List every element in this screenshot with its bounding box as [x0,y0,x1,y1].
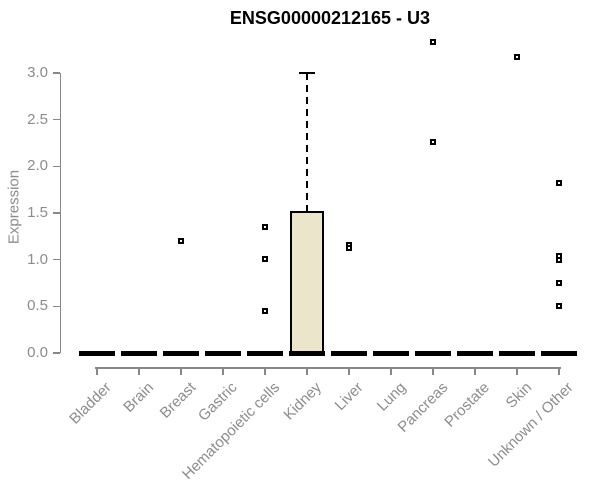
outlier-point [178,238,184,244]
x-tick-label: Lung [373,379,410,415]
x-tick [390,367,392,375]
outlier-point [430,39,436,46]
y-tick-label: 2.5 [27,110,48,128]
x-tick [96,367,98,375]
whisker-cap [299,72,315,74]
x-tick-label: Breast [156,379,200,422]
median-bar [541,350,577,356]
y-tick [53,165,60,168]
y-tick-label: 1.0 [27,250,48,268]
x-tick-label: Kidney [280,379,326,424]
x-tick [222,367,224,375]
outlier-point [262,224,268,230]
median-bar [331,350,367,356]
y-tick-label: 2.0 [27,157,48,175]
x-tick [264,367,266,375]
outlier-point [262,255,268,262]
outlier-point [556,280,562,286]
x-tick-label: Bladder [66,379,116,428]
y-tick-label: 0.5 [27,297,48,315]
x-tick-label: Brain [120,379,158,416]
x-tick [138,367,140,375]
y-tick-label: 3.0 [27,64,48,81]
y-tick [53,72,60,74]
y-axis-line [59,73,61,353]
x-tick [432,367,434,375]
box [290,211,324,353]
y-tick-label: 1.5 [27,204,48,221]
median-bar [121,350,157,356]
median-bar [163,350,199,356]
median-bar [373,350,409,356]
outlier-point [346,244,352,251]
median-bar [289,350,325,356]
y-tick [53,118,60,121]
x-tick [348,367,350,375]
chart-title: ENSG00000212165 - U3 [229,8,431,28]
median-bar [247,350,283,356]
y-tick-label: 0.0 [27,344,48,361]
x-tick-label: Liver [332,379,368,415]
x-tick [558,367,560,375]
x-tick [516,367,518,375]
median-bar [205,350,241,356]
y-tick [53,212,60,214]
y-tick [53,258,60,261]
x-tick [306,367,308,375]
outlier-point [556,256,562,263]
median-bar [499,350,535,356]
y-tick [53,305,60,308]
outlier-point [514,54,520,61]
x-tick-label: Skin [502,379,536,412]
outlier-point [556,303,562,310]
x-tick [180,367,182,375]
x-tick [474,367,476,375]
y-tick [53,352,60,354]
median-bar [457,350,493,356]
x-axis-line [95,367,561,369]
outlier-point [262,308,268,314]
median-bar [415,350,451,356]
whisker [306,73,308,212]
outlier-point [556,180,562,187]
outlier-point [430,139,436,146]
x-tick-label: Prostate [441,379,494,431]
median-bar [79,350,115,356]
